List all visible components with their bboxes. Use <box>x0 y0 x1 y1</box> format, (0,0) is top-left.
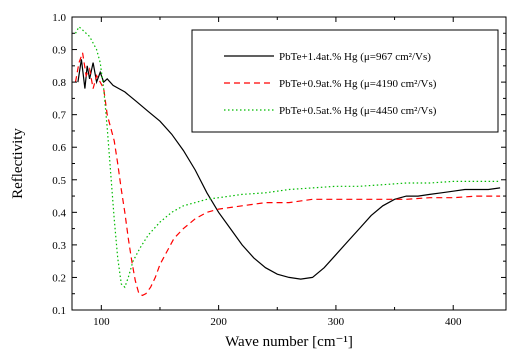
series-line-2 <box>74 52 501 297</box>
y-tick-label: 0.3 <box>52 240 66 252</box>
y-tick-label: 0.8 <box>52 77 66 89</box>
plot-frame <box>71 16 507 311</box>
series-line-3 <box>74 25 501 289</box>
y-tick-label: 1.0 <box>52 12 66 24</box>
x-tick-label: 200 <box>210 316 227 328</box>
y-tick-label: 0.1 <box>52 305 66 317</box>
legend-box <box>191 29 499 133</box>
y-tick-label: 0.6 <box>52 142 66 154</box>
y-tick-label: 0.5 <box>52 175 66 187</box>
y-axis-title: Reflectivity <box>10 128 26 199</box>
y-tick-label: 0.4 <box>52 207 66 219</box>
legend-label-1: PbTe+1.4at.% Hg (μ=967 cm²/Vs) <box>279 51 431 63</box>
legend-label-2: PbTe+0.9at.% Hg (μ=4190 cm²/Vs) <box>279 78 437 90</box>
legend-label-3: PbTe+0.5at.% Hg (μ=4450 cm²/Vs) <box>279 105 437 117</box>
x-tick-label: 100 <box>93 316 110 328</box>
y-tick-label: 0.9 <box>52 45 66 57</box>
y-tick-label: 0.2 <box>52 272 66 284</box>
y-tick-label: 0.7 <box>52 110 66 122</box>
x-axis-title: Wave number [cm⁻¹] <box>225 334 353 350</box>
x-tick-label: 400 <box>445 316 462 328</box>
series-line-1 <box>77 59 501 280</box>
x-tick-label: 300 <box>328 316 345 328</box>
